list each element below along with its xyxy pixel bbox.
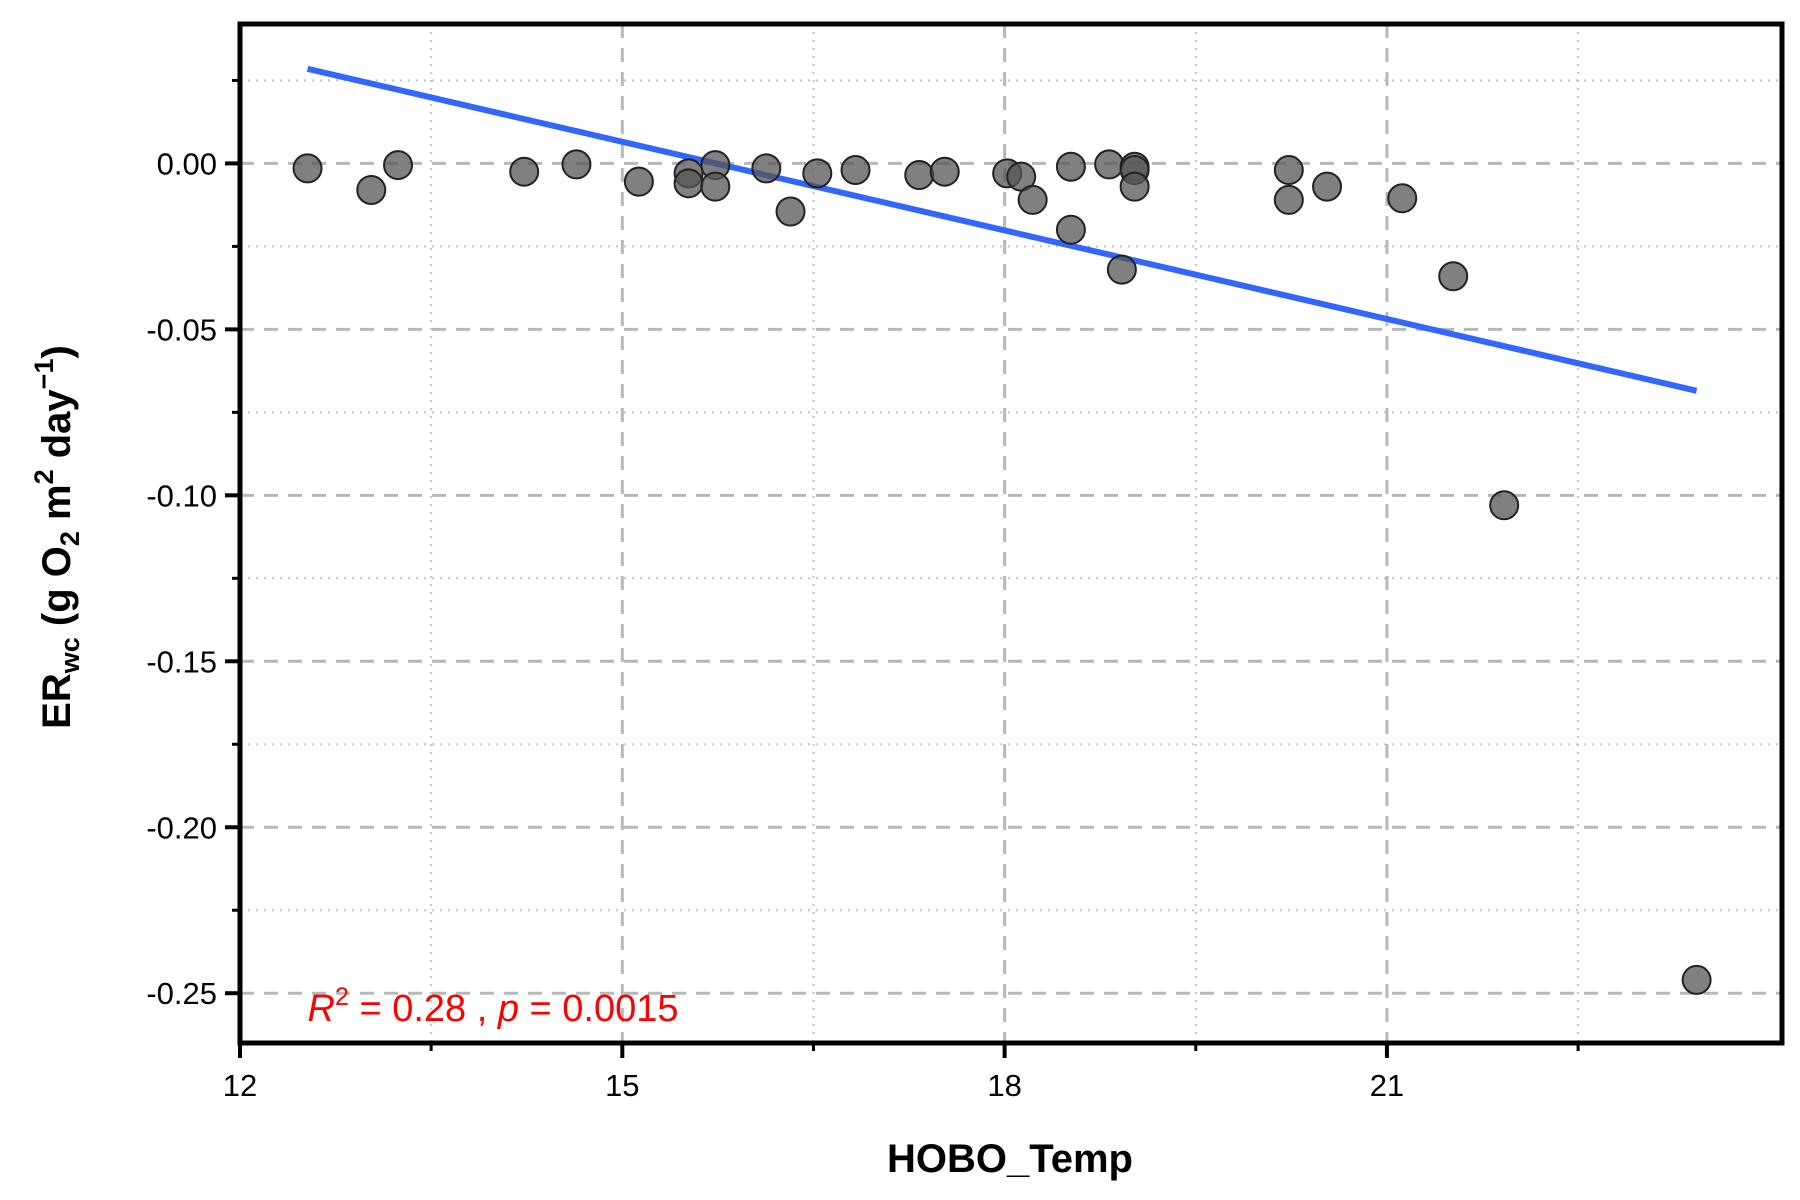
y-axis-title: ERwc (g O2 m2 day−1) <box>29 345 85 729</box>
data-point-25 <box>1119 171 1150 202</box>
regression-line <box>306 65 1698 394</box>
data-point-13 <box>840 155 871 186</box>
data-point-10 <box>751 153 782 184</box>
data-point-21 <box>1094 149 1125 180</box>
data-point-15 <box>929 156 960 187</box>
y-axis: 0.00 -0.05 -0.10 -0.15 -0.20 -0.25 <box>146 78 240 1011</box>
data-point-32 <box>1681 964 1712 995</box>
y-title-prefix-subscript: wc <box>55 637 85 674</box>
data-point-27 <box>1273 184 1304 215</box>
data-point-7 <box>673 168 704 199</box>
data-point-31 <box>1489 490 1520 521</box>
data-point-4 <box>561 149 592 180</box>
x-axis-title: HOBO_Temp <box>887 1137 1133 1181</box>
data-point-20 <box>1055 214 1086 245</box>
y-title-o2-subscript: 2 <box>55 531 85 546</box>
data-point-11 <box>775 196 806 227</box>
x-tick-label-1: 15 <box>605 1068 639 1103</box>
p-label: p <box>497 988 519 1030</box>
minor-grid <box>240 24 1782 1043</box>
data-point-5 <box>623 166 654 197</box>
y-tick-label-2: -0.10 <box>146 478 217 513</box>
data-point-2 <box>383 150 414 181</box>
y-title-day-superscript: −1 <box>29 359 59 390</box>
data-point-9 <box>700 171 731 202</box>
y-title-m: m <box>35 484 79 531</box>
data-point-19 <box>1055 151 1086 182</box>
y-title-open: (g O <box>35 546 79 637</box>
r-superscript: 2 <box>335 983 349 1011</box>
data-points <box>292 149 1712 995</box>
x-tick-label-0: 12 <box>223 1068 257 1103</box>
data-point-14 <box>904 160 935 191</box>
data-point-22 <box>1106 254 1137 285</box>
x-axis: 12 15 18 21 <box>223 1043 1580 1103</box>
data-point-3 <box>509 156 540 187</box>
data-point-30 <box>1438 261 1469 292</box>
panel-border <box>237 21 1785 1046</box>
data-point-12 <box>802 158 833 189</box>
r-label: R <box>308 988 335 1030</box>
y-tick-label-1: -0.05 <box>146 312 217 347</box>
y-tick-label-0: 0.00 <box>157 146 217 181</box>
y-title-prefix: ER <box>35 673 79 729</box>
p-value: = 0.0015 <box>519 988 679 1030</box>
y-title-m-superscript: 2 <box>29 469 59 484</box>
data-point-26 <box>1273 155 1304 186</box>
data-point-28 <box>1312 171 1343 202</box>
data-point-1 <box>356 174 387 205</box>
stats-annotation: R2 = 0.28 , p = 0.0015 <box>308 983 679 1030</box>
y-tick-label-4: -0.20 <box>146 810 217 845</box>
x-tick-label-3: 21 <box>1370 1068 1404 1103</box>
r-value: = 0.28 , <box>349 988 498 1030</box>
y-tick-label-3: -0.15 <box>146 644 217 679</box>
y-title-close: ) <box>35 345 79 358</box>
data-point-0 <box>292 153 323 184</box>
data-point-18 <box>1017 184 1048 215</box>
y-title-day: day <box>35 389 79 470</box>
fit-layer <box>306 65 1698 394</box>
data-point-29 <box>1387 183 1418 214</box>
x-tick-label-2: 18 <box>987 1068 1021 1103</box>
y-tick-label-5: -0.25 <box>146 976 217 1011</box>
